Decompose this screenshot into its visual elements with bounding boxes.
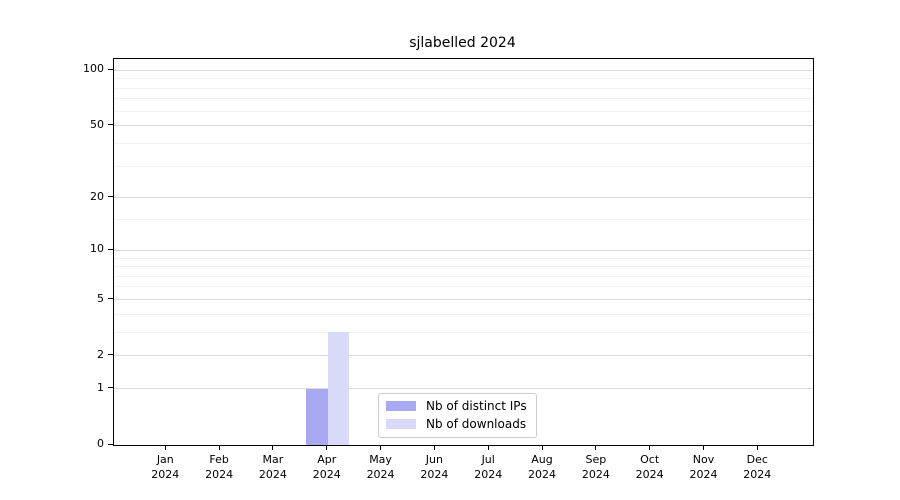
x-tick-label: Mar 2024 — [258, 453, 287, 481]
x-tick-mark — [433, 445, 435, 450]
x-tick-mark — [326, 445, 328, 450]
x-tick-mark — [541, 445, 543, 450]
x-tick-label: Dec 2024 — [743, 453, 772, 481]
x-tick-mark — [702, 445, 704, 450]
minor-gridline — [114, 219, 813, 221]
bar-nb-of-distinct-ips — [306, 388, 328, 445]
y-tick-mark — [108, 354, 113, 356]
minor-gridline — [114, 78, 813, 80]
x-tick-mark — [595, 445, 597, 450]
x-tick-mark — [380, 445, 382, 450]
x-tick-mark — [218, 445, 220, 450]
minor-gridline — [114, 331, 813, 333]
x-tick-label: Feb 2024 — [205, 453, 234, 481]
minor-gridline — [114, 165, 813, 167]
y-tick-mark — [108, 68, 113, 70]
y-tick-mark — [108, 443, 113, 445]
x-tick-label: Aug 2024 — [528, 453, 557, 481]
legend: Nb of distinct IPs Nb of downloads — [378, 393, 537, 438]
major-gridline — [114, 249, 813, 251]
chart-title: sjlabelled 2024 — [409, 35, 516, 51]
y-tick-label: 10 — [90, 242, 104, 256]
y-tick-label: 20 — [90, 189, 104, 203]
minor-gridline — [114, 313, 813, 315]
minor-gridline — [114, 98, 813, 100]
minor-gridline — [114, 87, 813, 89]
major-gridline — [114, 299, 813, 300]
x-tick-mark — [649, 445, 651, 450]
x-tick-mark — [164, 445, 166, 450]
bar-nb-of-downloads — [327, 332, 350, 445]
major-gridline — [114, 69, 813, 71]
minor-gridline — [114, 110, 813, 112]
legend-label-distinct-ips: Nb of distinct IPs — [426, 399, 527, 413]
y-tick-label: 100 — [83, 62, 104, 76]
major-gridline — [114, 388, 813, 390]
legend-swatch-downloads — [386, 419, 416, 429]
y-tick-mark — [108, 298, 113, 299]
x-tick-label: Nov 2024 — [689, 453, 718, 481]
major-gridline — [114, 355, 813, 357]
plot-area: Nb of distinct IPs Nb of downloads — [113, 58, 814, 446]
x-tick-mark — [487, 445, 489, 450]
y-tick-label: 50 — [90, 117, 104, 131]
minor-gridline — [114, 266, 813, 268]
minor-gridline — [114, 286, 813, 288]
legend-swatch-distinct-ips — [386, 401, 416, 411]
x-tick-label: May 2024 — [366, 453, 395, 481]
y-tick-label: 0 — [97, 437, 104, 450]
x-tick-label: Jul 2024 — [474, 453, 503, 481]
y-tick-mark — [108, 196, 113, 198]
y-tick-label: 5 — [97, 291, 104, 305]
y-tick-label: 2 — [97, 347, 104, 361]
major-gridline — [114, 125, 813, 127]
x-tick-label: Apr 2024 — [312, 453, 341, 481]
y-tick-mark — [108, 124, 113, 126]
x-tick-label: Jun 2024 — [420, 453, 449, 481]
minor-gridline — [114, 257, 813, 259]
x-tick-label: Oct 2024 — [635, 453, 664, 481]
minor-gridline — [114, 142, 813, 144]
x-tick-label: Sep 2024 — [581, 453, 610, 481]
x-tick-mark — [272, 445, 274, 450]
y-tick-mark — [108, 387, 113, 389]
y-tick-mark — [108, 248, 113, 250]
x-tick-label: Jan 2024 — [151, 453, 180, 481]
legend-item-downloads: Nb of downloads — [386, 416, 527, 432]
x-tick-mark — [756, 445, 758, 450]
minor-gridline — [114, 275, 813, 277]
y-tick-label: 1 — [97, 380, 104, 394]
major-gridline — [114, 197, 813, 199]
legend-item-distinct-ips: Nb of distinct IPs — [386, 398, 527, 414]
legend-label-downloads: Nb of downloads — [426, 417, 527, 431]
